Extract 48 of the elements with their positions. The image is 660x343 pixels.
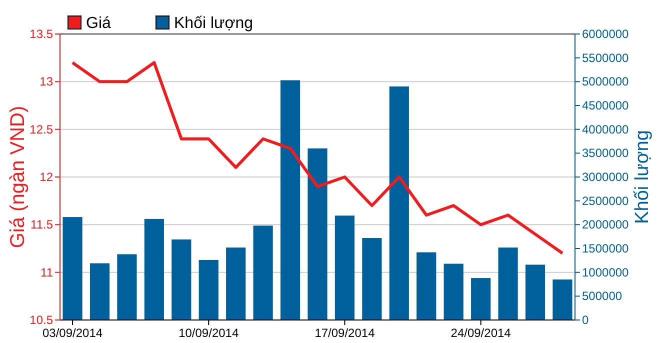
y2-tick-label: 1500000 <box>582 242 630 256</box>
y2-tick-label: 2500000 <box>582 194 630 208</box>
legend-label: Giá <box>86 15 111 32</box>
y2-tick-label: 500000 <box>582 289 622 304</box>
bar <box>498 248 518 320</box>
y2-tick-label: 5000000 <box>582 74 630 89</box>
bar <box>253 226 273 320</box>
y2-tick-label: 2000000 <box>582 218 630 232</box>
bar <box>334 216 355 320</box>
y-tick-label: 12.5 <box>30 122 54 136</box>
bar <box>226 248 246 320</box>
bar <box>62 217 82 320</box>
y2-tick-label: 6000000 <box>582 27 630 41</box>
bar <box>416 252 436 320</box>
bar <box>198 260 218 320</box>
bar <box>444 264 464 320</box>
bar <box>471 278 491 320</box>
y2-tick-label: 3500000 <box>582 146 630 160</box>
line-series <box>71 61 564 255</box>
bar <box>144 218 164 320</box>
y2-axis-title: Khối lượng <box>632 130 653 224</box>
bar <box>117 254 137 320</box>
y2-tick-label: 4500000 <box>582 98 630 112</box>
y2-tick-label: 4000000 <box>582 122 630 136</box>
bar <box>389 86 409 320</box>
bar <box>172 239 192 320</box>
y2-tick-label: 3000000 <box>582 170 630 184</box>
bar <box>525 264 546 320</box>
x-tick-label: 10/09/2014 <box>178 326 239 340</box>
y2-tick-label: 5500000 <box>582 50 630 65</box>
y-tick-label: 12 <box>40 170 54 184</box>
y-tick-label: 11.5 <box>30 218 54 232</box>
bar <box>552 279 572 320</box>
legend-label: Khối lượng <box>174 15 254 32</box>
x-tick-label: 03/09/2014 <box>42 326 103 340</box>
x-tick-label: 17/09/2014 <box>314 326 376 340</box>
bar <box>280 80 300 320</box>
bar <box>308 148 328 320</box>
y-axis-title: Giá (ngàn VND) <box>7 106 29 248</box>
y-tick-label: 11 <box>40 265 54 280</box>
y-tick-label: 10.5 <box>30 313 54 327</box>
x-tick-label: 24/09/2014 <box>450 326 512 340</box>
y2-tick-label: 0 <box>582 313 589 327</box>
y2-tick-label: 1000000 <box>582 265 630 280</box>
bar <box>362 238 382 320</box>
y-tick-label: 13.5 <box>30 27 54 41</box>
bar <box>90 263 110 320</box>
y-tick-label: 13 <box>40 74 54 89</box>
